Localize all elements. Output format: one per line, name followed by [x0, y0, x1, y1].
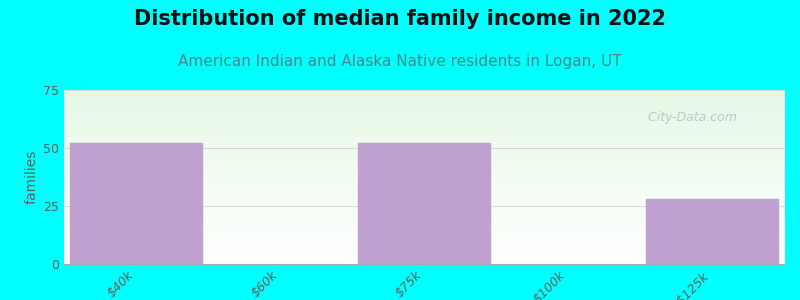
Text: American Indian and Alaska Native residents in Logan, UT: American Indian and Alaska Native reside… [178, 54, 622, 69]
Y-axis label: families: families [25, 150, 39, 204]
Text: City-Data.com: City-Data.com [640, 111, 737, 124]
Text: Distribution of median family income in 2022: Distribution of median family income in … [134, 9, 666, 29]
